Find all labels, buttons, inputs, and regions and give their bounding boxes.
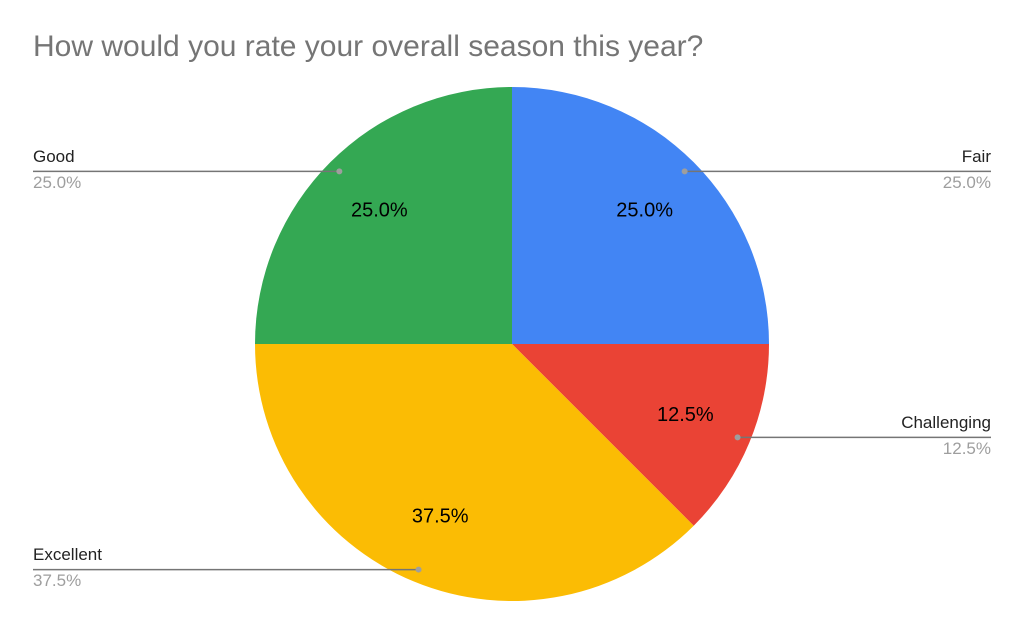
leader-dot — [336, 168, 343, 175]
legend-value: 37.5% — [33, 571, 81, 590]
pie-slice — [255, 87, 512, 344]
legend-value: 25.0% — [33, 173, 81, 192]
legend-label: Challenging — [901, 413, 991, 432]
slice-label: 37.5% — [412, 506, 469, 528]
pie-slice — [512, 344, 769, 526]
pie-slice — [512, 87, 769, 344]
chart-title: How would you rate your overall season t… — [33, 30, 703, 63]
pie-slice — [255, 344, 694, 601]
slice-label: 25.0% — [616, 200, 673, 222]
legend-label: Fair — [962, 147, 992, 166]
legend-value: 25.0% — [943, 173, 991, 192]
legend-label: Good — [33, 147, 75, 166]
slice-label: 25.0% — [351, 200, 408, 222]
leader-dot — [415, 566, 422, 573]
slice-label: 12.5% — [657, 404, 714, 426]
leader-dot — [681, 168, 688, 175]
legend-label: Excellent — [33, 545, 102, 564]
legend-value: 12.5% — [943, 439, 991, 458]
leader-dot — [734, 434, 741, 441]
